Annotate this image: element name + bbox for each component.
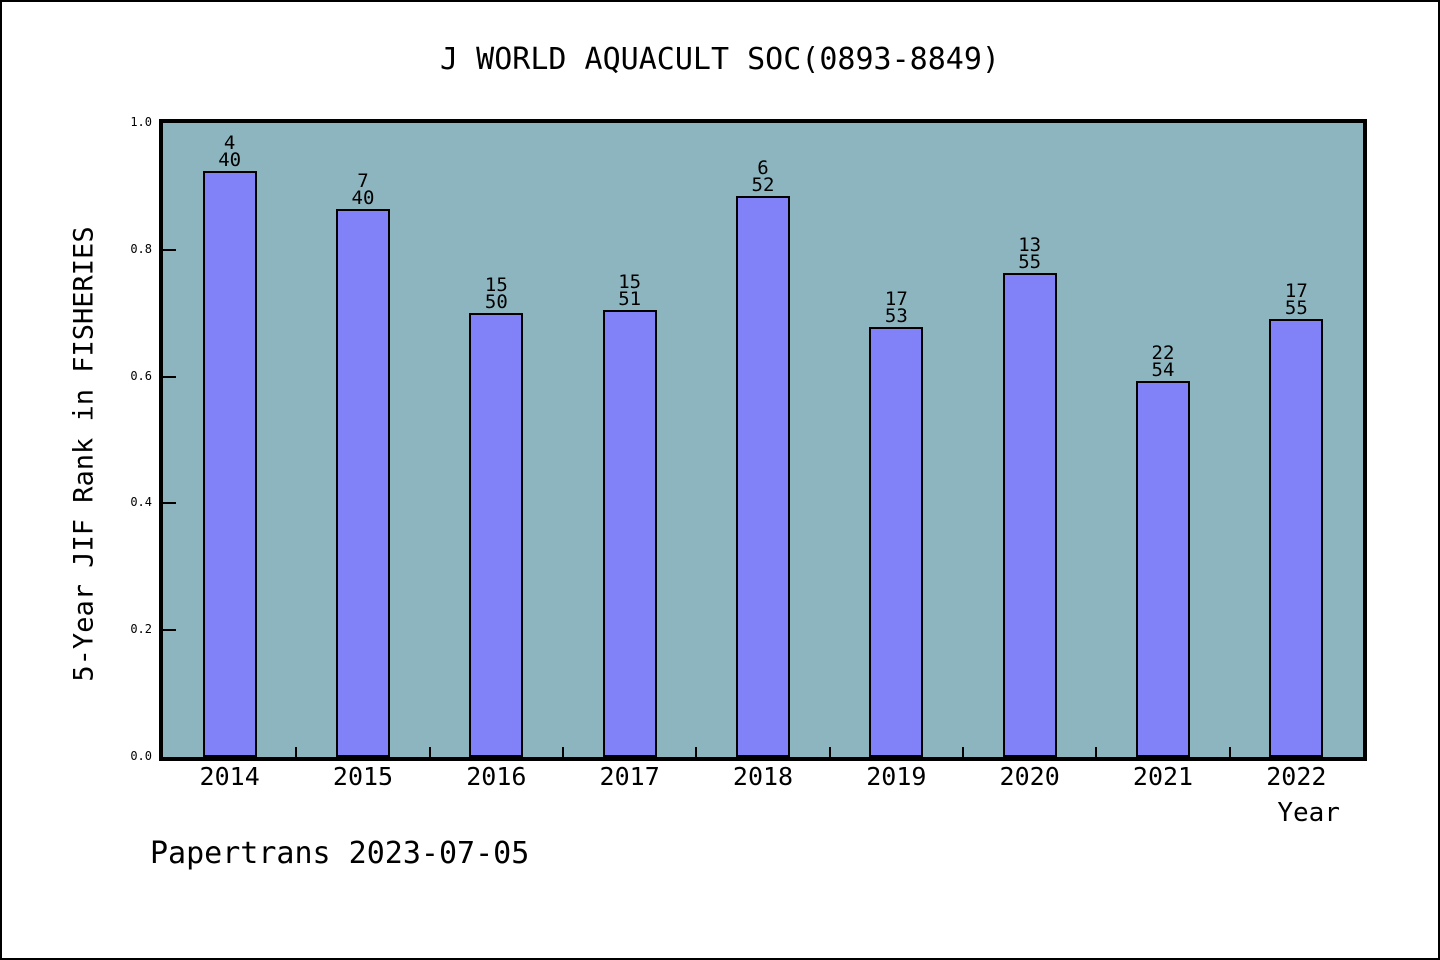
y-tick-label-1.0: 1.0: [130, 115, 152, 129]
bar-2016: [469, 313, 524, 757]
bar-value-label: 17 55: [1251, 280, 1341, 319]
x-minor-tick: [962, 747, 964, 757]
bar-value-label: 15 50: [451, 274, 541, 313]
y-tick-label-0.8: 0.8: [130, 242, 152, 256]
bar-value-label: 4 40: [185, 132, 275, 171]
y-tick: [160, 502, 176, 504]
bar-value-label: 7 40: [318, 170, 408, 209]
bar-total-text: 55: [1018, 251, 1042, 273]
bar-total-text: 55: [1284, 297, 1308, 319]
bar-2014: [202, 171, 257, 757]
bar-rank-text: 13: [1018, 234, 1042, 256]
x-minor-tick: [1228, 747, 1231, 757]
plot-area: 4 40 7 40 15 50 15 51 6 52 17 53 13 55 22 54 17 55: [159, 119, 1367, 761]
x-minor-tick: [295, 747, 298, 757]
bar-total-text: 40: [351, 187, 375, 209]
bar-rank-text: 7: [357, 170, 369, 192]
x-tick-label-2020: 2020: [999, 762, 1060, 791]
y-axis-label: 5-Year JIF Rank in FISHERIES: [68, 226, 100, 682]
bar-value-label: 17 53: [851, 288, 941, 327]
bar-rank-text: 17: [884, 288, 908, 310]
bar-2018: [736, 196, 790, 757]
bar-value-label: 15 51: [585, 271, 675, 310]
bar-total-text: 51: [618, 288, 642, 310]
chart-title: J WORLD AQUACULT SOC(0893-8849): [440, 42, 1000, 77]
x-tick-label-2014: 2014: [199, 762, 260, 791]
bar-total-text: 54: [1151, 359, 1175, 381]
bar-2019: [869, 327, 924, 757]
x-tick-label-2022: 2022: [1266, 762, 1327, 791]
x-axis-label: Year: [1277, 798, 1340, 828]
x-tick-label-2018: 2018: [732, 762, 794, 791]
bar-rank-text: 17: [1284, 280, 1308, 302]
bar-2015: [336, 209, 390, 757]
bar-2017: [602, 310, 657, 757]
x-minor-tick: [828, 747, 831, 757]
bar-total-text: 50: [484, 291, 508, 313]
bar-2022: [1269, 319, 1324, 757]
x-minor-tick: [1095, 747, 1098, 757]
footer-text: Papertrans 2023-07-05: [150, 836, 530, 871]
bar-value-label: 6 52: [718, 157, 808, 196]
y-tick: [160, 249, 176, 251]
bar-value-label: 13 55: [985, 234, 1075, 273]
bar-total-text: 53: [884, 305, 908, 327]
y-tick-label-0.2: 0.2: [130, 622, 152, 636]
bar-rank-text: 6: [757, 157, 769, 179]
x-tick-label-2016: 2016: [466, 762, 527, 791]
bar-total-text: 52: [751, 174, 775, 196]
y-tick-label-0.4: 0.4: [130, 495, 152, 509]
x-tick-label-2021: 2021: [1132, 762, 1194, 791]
x-minor-tick: [428, 747, 431, 757]
x-tick-label-2017: 2017: [599, 762, 660, 791]
bar-rank-text: 15: [618, 271, 642, 293]
x-minor-tick: [562, 747, 564, 757]
bar-rank-text: 15: [484, 274, 508, 296]
y-tick-label-0.0: 0.0: [130, 749, 152, 763]
bar-value-label: 22 54: [1118, 342, 1208, 381]
y-tick: [160, 629, 176, 631]
bar-2021: [1136, 381, 1190, 757]
bar-rank-text: 22: [1151, 342, 1175, 364]
x-tick-label-2019: 2019: [866, 762, 927, 791]
y-tick: [160, 376, 176, 378]
bar-2020: [1002, 273, 1057, 757]
x-minor-tick: [695, 747, 698, 757]
y-tick-label-0.6: 0.6: [130, 369, 152, 383]
bar-total-text: 40: [218, 149, 242, 171]
bar-rank-text: 4: [223, 132, 236, 154]
x-tick-label-2015: 2015: [332, 762, 394, 791]
